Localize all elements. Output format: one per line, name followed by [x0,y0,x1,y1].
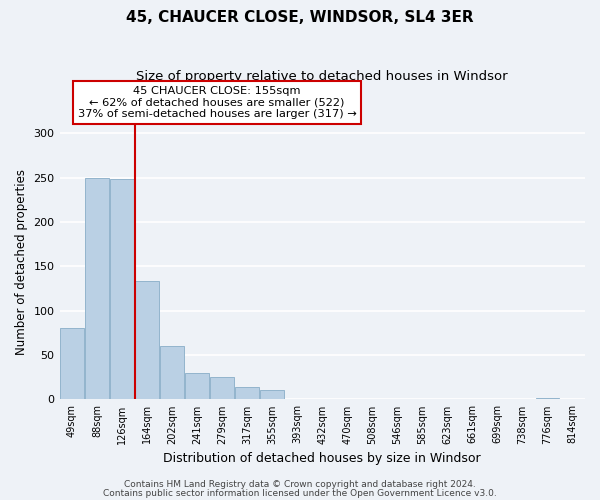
Y-axis label: Number of detached properties: Number of detached properties [15,169,28,355]
Bar [60,328,84,400]
Text: Contains HM Land Registry data © Crown copyright and database right 2024.: Contains HM Land Registry data © Crown c… [124,480,476,489]
Bar [536,398,559,400]
Bar [260,390,284,400]
Bar [185,373,209,400]
Bar [85,178,109,400]
Bar [110,180,134,400]
Text: 45, CHAUCER CLOSE, WINDSOR, SL4 3ER: 45, CHAUCER CLOSE, WINDSOR, SL4 3ER [126,10,474,25]
X-axis label: Distribution of detached houses by size in Windsor: Distribution of detached houses by size … [163,452,481,465]
Bar [560,398,584,400]
Bar [160,346,184,400]
Bar [210,378,234,400]
Title: Size of property relative to detached houses in Windsor: Size of property relative to detached ho… [136,70,508,83]
Bar [135,282,159,400]
Text: Contains public sector information licensed under the Open Government Licence v3: Contains public sector information licen… [103,490,497,498]
Bar [235,387,259,400]
Text: 45 CHAUCER CLOSE: 155sqm
← 62% of detached houses are smaller (522)
37% of semi-: 45 CHAUCER CLOSE: 155sqm ← 62% of detach… [78,86,356,119]
